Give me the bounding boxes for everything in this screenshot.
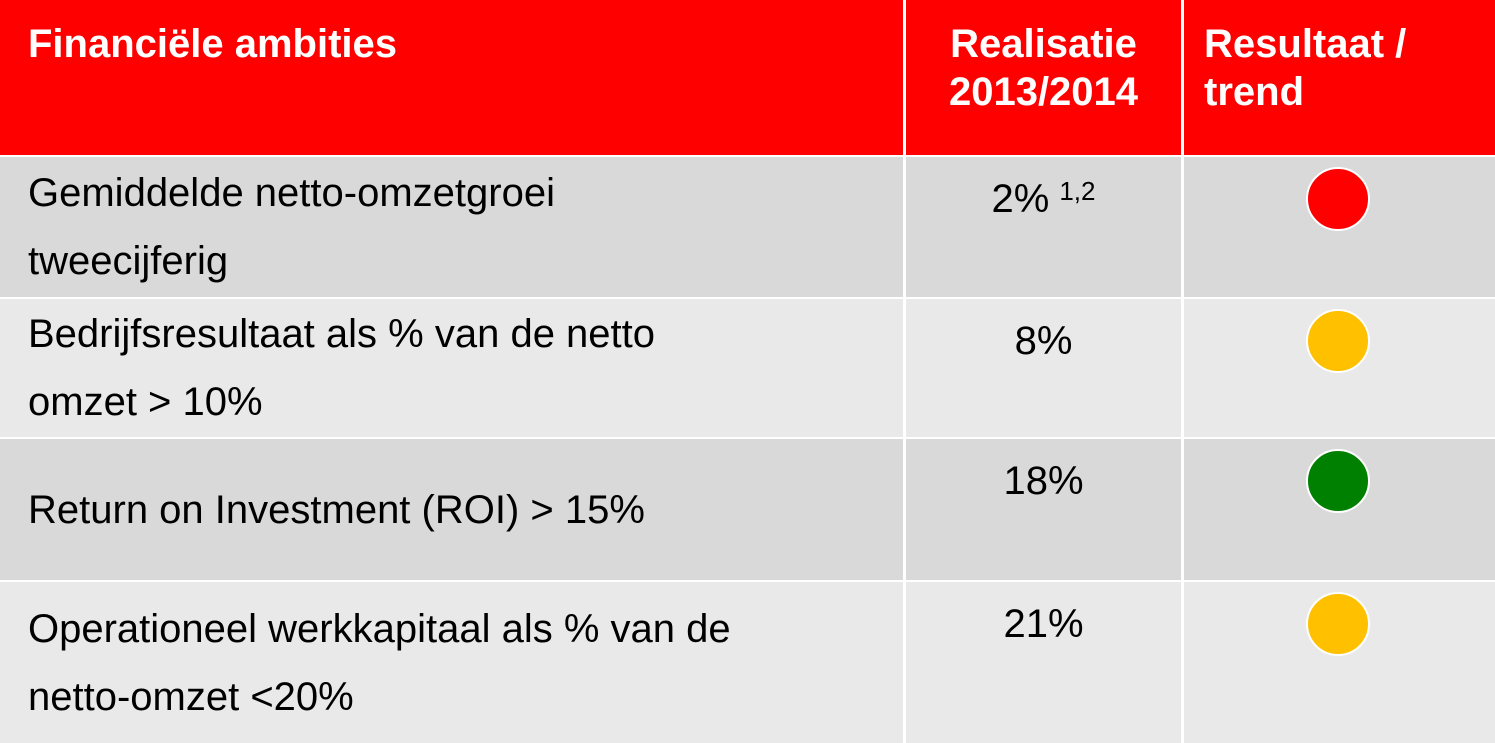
realisation-value: 18% bbox=[1003, 459, 1084, 503]
ambition-cell: Gemiddelde netto-omzetgroei tweecijferig bbox=[0, 157, 903, 297]
ambition-text: Bedrijfsresultaat als % van de netto bbox=[28, 312, 656, 356]
ambition-text: netto-omzet <20% bbox=[28, 674, 354, 719]
status-cell bbox=[1184, 299, 1495, 437]
realisation-value: 8% bbox=[1014, 319, 1073, 363]
status-indicator bbox=[1306, 449, 1370, 513]
realisation-value: 2% bbox=[991, 177, 1050, 221]
realisation-cell: 18% bbox=[906, 439, 1181, 580]
status-cell bbox=[1184, 582, 1495, 743]
realisation-cell: 21% bbox=[906, 582, 1181, 743]
header-cell: Resultaat / trend bbox=[1184, 0, 1495, 155]
realisation-value: 21% bbox=[1003, 602, 1084, 646]
ambition-cell: Bedrijfsresultaat als % van de netto omze… bbox=[0, 299, 903, 437]
status-cell bbox=[1184, 157, 1495, 297]
ambition-text: omzet > 10% bbox=[28, 380, 263, 424]
realisation-cell: 2% 1,2 bbox=[906, 157, 1181, 297]
header-cell: Financiële ambities bbox=[0, 0, 903, 155]
ambition-text: Gemiddelde netto-omzetgroei bbox=[28, 171, 555, 215]
ambition-cell: Return on Investment (ROI) > 15% bbox=[0, 439, 903, 580]
ambition-text: Return on Investment (ROI) > 15% bbox=[28, 487, 645, 532]
header-cell: Realisatie 2013/2014 bbox=[906, 0, 1181, 155]
ambition-text: tweecijferig bbox=[28, 239, 229, 283]
status-indicator bbox=[1306, 309, 1370, 373]
realisation-cell: 8% bbox=[906, 299, 1181, 437]
status-indicator bbox=[1306, 592, 1370, 656]
status-cell bbox=[1184, 439, 1495, 580]
status-indicator bbox=[1306, 167, 1370, 231]
ambition-text: Operationeel werkkapitaal als % van de bbox=[28, 606, 731, 651]
footnote: 1,2 bbox=[1059, 176, 1096, 206]
ambition-cell: Operationeel werkkapitaal als % van de ne… bbox=[0, 582, 903, 743]
